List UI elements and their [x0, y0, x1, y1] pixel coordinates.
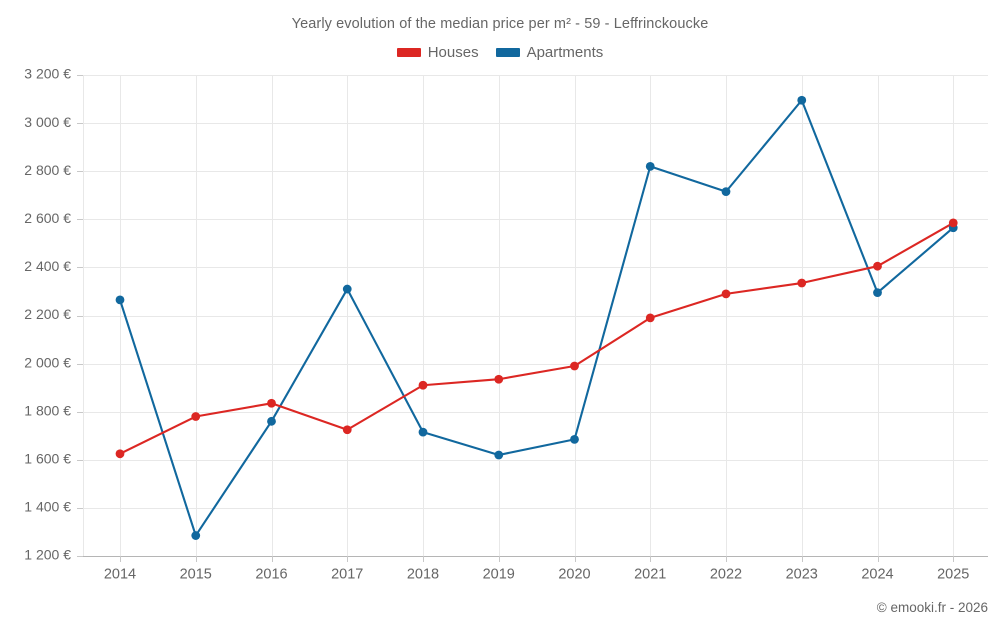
legend-label-apartments: Apartments	[526, 44, 604, 61]
data-point-apartments[interactable]	[873, 288, 882, 298]
data-point-houses[interactable]	[191, 412, 201, 421]
data-series-layer	[115, 95, 958, 540]
x-axis-tick-label: 2019	[483, 567, 515, 583]
data-point-apartments[interactable]	[191, 531, 201, 540]
y-axis-tick-label: 2 400 €	[24, 258, 71, 274]
data-point-houses[interactable]	[948, 218, 958, 228]
legend-item-houses[interactable]: Houses	[396, 44, 479, 61]
data-point-apartments[interactable]	[115, 295, 125, 305]
axis-lines	[77, 75, 988, 562]
data-point-houses[interactable]	[342, 425, 352, 435]
x-axis-tick-label: 2017	[331, 567, 363, 583]
data-point-apartments[interactable]	[342, 284, 352, 294]
y-axis-tick-label: 2 200 €	[24, 306, 71, 322]
data-point-apartments[interactable]	[267, 416, 276, 426]
legend-label-houses: Houses	[427, 44, 479, 61]
x-axis-tick-label: 2024	[861, 567, 893, 583]
data-point-houses[interactable]	[873, 261, 882, 271]
x-axis-tick-label: 2023	[786, 567, 818, 583]
y-axis-tick-label: 2 800 €	[24, 162, 71, 178]
x-axis-tick-label: 2021	[634, 567, 666, 583]
y-axis-tick-label: 1 400 €	[24, 499, 71, 515]
x-axis-tick-labels: 2014 2015 2016 2017 2018 2019 2020 2021 2022 2023…	[104, 567, 970, 583]
data-point-apartments[interactable]	[797, 95, 807, 105]
y-axis-tick-label: 1 200 €	[24, 547, 71, 563]
y-gridlines	[83, 75, 988, 557]
data-point-apartments[interactable]	[418, 427, 428, 437]
data-point-houses[interactable]	[797, 278, 807, 288]
legend-swatch-houses	[396, 48, 421, 57]
data-point-apartments[interactable]	[645, 161, 655, 171]
x-axis-tick-label: 2025	[937, 567, 969, 583]
data-point-houses[interactable]	[721, 289, 731, 299]
x-gridlines	[83, 75, 954, 556]
series-line-apartments	[118, 99, 955, 537]
y-axis-tick-label: 1 600 €	[24, 451, 71, 467]
x-axis-tick-label: 2020	[558, 567, 590, 583]
data-point-apartments[interactable]	[570, 434, 579, 444]
data-point-houses[interactable]	[570, 361, 579, 371]
data-point-houses[interactable]	[267, 398, 276, 408]
legend-item-apartments[interactable]: Apartments	[495, 44, 604, 61]
data-point-houses[interactable]	[418, 380, 428, 390]
y-axis-tick-label: 3 200 €	[24, 66, 71, 82]
data-point-apartments[interactable]	[721, 187, 731, 197]
data-point-houses[interactable]	[645, 313, 655, 323]
series-line-houses	[118, 221, 955, 455]
y-axis-tick-label: 1 800 €	[24, 402, 71, 418]
data-point-houses[interactable]	[494, 374, 504, 384]
x-axis-tick-label: 2018	[407, 567, 439, 583]
y-axis-tick-label: 3 000 €	[24, 114, 71, 130]
data-point-houses[interactable]	[115, 449, 125, 459]
copyright-credit: © emooki.fr - 2026	[876, 600, 988, 615]
data-point-apartments[interactable]	[494, 450, 504, 460]
y-axis-tick-labels: 3 200 € 3 000 € 2 800 € 2 600 € 2 400 € 2 200…	[24, 66, 71, 563]
y-axis-tick-label: 2 600 €	[24, 210, 71, 226]
y-axis-tick-label: 2 000 €	[24, 354, 71, 370]
chart-legend: Houses Apartments	[0, 45, 1000, 60]
x-axis-tick-label: 2016	[255, 567, 287, 583]
legend-swatch-apartments	[495, 48, 520, 57]
x-axis-tick-label: 2015	[180, 567, 212, 583]
x-axis-tick-label: 2014	[104, 567, 136, 583]
x-axis-tick-label: 2022	[710, 567, 742, 583]
page-title: Yearly evolution of the median price per…	[291, 16, 709, 32]
